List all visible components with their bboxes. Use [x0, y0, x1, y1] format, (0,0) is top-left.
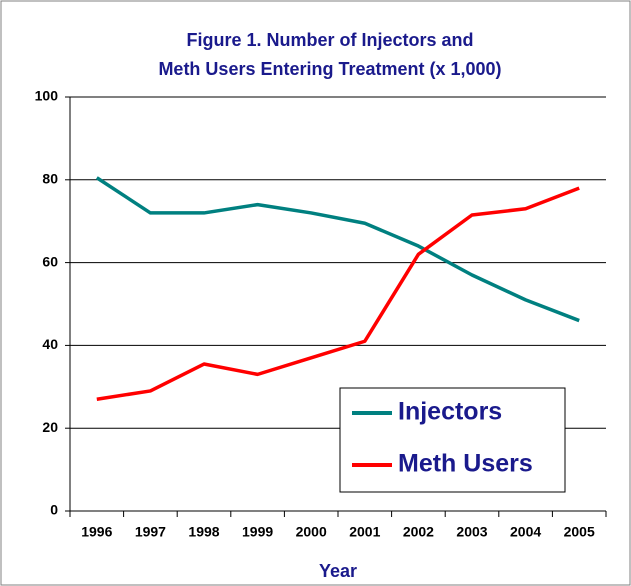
legend-box	[339, 387, 566, 493]
x-tick-label: 1998	[188, 524, 219, 540]
line-series	[95, 176, 580, 323]
y-tick-label: 80	[42, 171, 58, 187]
x-tick-label: 1997	[135, 524, 166, 540]
x-tick-label: 1996	[81, 524, 112, 540]
x-tick-label: 2005	[564, 524, 595, 540]
y-tick-label: 60	[42, 253, 58, 269]
x-tick-label: 2004	[510, 524, 541, 540]
line-series	[96, 186, 580, 401]
chart-title: Figure 1. Number of Injectors and	[186, 30, 473, 50]
legend-label: Injectors	[398, 398, 502, 426]
chart-title: Meth Users Entering Treatment (x 1,000)	[158, 59, 501, 79]
x-tick-label: 2002	[403, 524, 434, 540]
y-tick-label: 40	[42, 336, 58, 352]
x-tick-label: 2003	[456, 524, 487, 540]
y-tick-label: 100	[35, 88, 59, 104]
x-tick-label: 1999	[242, 524, 273, 540]
x-tick-label: 2001	[349, 524, 380, 540]
legend-label: Meth Users	[398, 450, 533, 478]
x-axis-label: Year	[319, 561, 357, 581]
y-tick-label: 20	[42, 419, 58, 435]
y-tick-label: 0	[50, 502, 58, 518]
x-tick-label: 2000	[296, 524, 327, 540]
